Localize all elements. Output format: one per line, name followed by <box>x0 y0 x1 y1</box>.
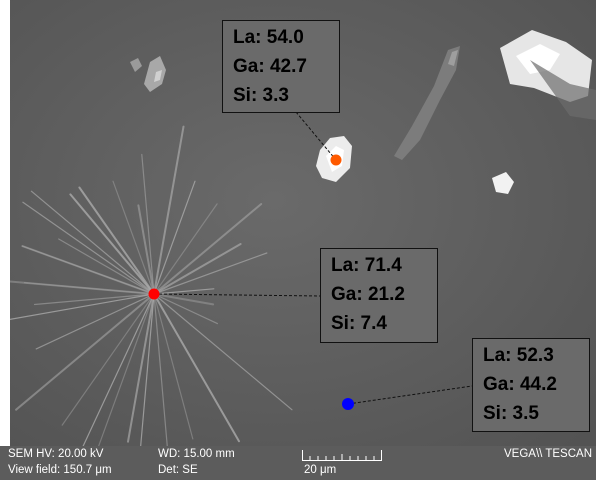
needle-crystal <box>153 243 242 295</box>
needle-crystal-cluster <box>10 125 293 446</box>
needle-crystal <box>35 293 155 350</box>
needle-crystal <box>61 293 155 426</box>
composition-line-la: La: 54.0 <box>233 27 304 48</box>
composition-line-si: Si: 3.5 <box>483 403 539 424</box>
leader-lines <box>153 111 473 405</box>
composition-line-si: Si: 3.3 <box>233 85 289 106</box>
working-distance-readout: WD: 15.00 mm <box>158 448 235 460</box>
needle-crystal <box>15 293 155 411</box>
needle-crystal <box>33 293 155 306</box>
composition-label-2: La: 71.4 Ga: 21.2 Si: 7.4 <box>320 248 438 343</box>
composition-line-ga: Ga: 42.7 <box>233 56 307 77</box>
composition-line-la: La: 71.4 <box>331 255 402 276</box>
sem-hv-readout: SEM HV: 20.00 kV <box>8 448 104 460</box>
analysis-point-marker-2 <box>148 288 160 300</box>
needle-crystal <box>10 293 155 320</box>
sem-info-bar: SEM HV: 20.00 kV View field: 150.7 μm WD… <box>0 446 596 480</box>
detector-readout: Det: SE <box>158 464 198 476</box>
instrument-brand: VEGA\\ TESCAN <box>504 448 592 460</box>
needle-crystal <box>153 252 268 295</box>
needle-crystal <box>153 293 218 325</box>
composition-line-la: La: 52.3 <box>483 345 554 366</box>
analysis-point-marker-3 <box>342 398 354 410</box>
needle-crystal <box>78 186 155 295</box>
needle-crystal <box>23 282 155 295</box>
composition-label-1: La: 54.0 Ga: 42.7 Si: 3.3 <box>222 20 340 113</box>
needle-crystal <box>98 293 155 446</box>
composition-line-ga: Ga: 44.2 <box>483 374 557 395</box>
needle-crystal <box>153 125 185 295</box>
scale-bar-label: 20 μm <box>304 464 337 476</box>
needle-crystal <box>21 245 155 295</box>
needle-crystal <box>112 180 155 295</box>
needle-crystal <box>141 153 155 295</box>
needle-crystal <box>137 204 155 295</box>
needle-crystal <box>153 180 196 295</box>
needle-crystal <box>153 293 293 411</box>
needle-crystal <box>153 293 215 306</box>
needle-crystal <box>153 293 168 446</box>
needle-crystal <box>69 193 155 295</box>
needle-crystal <box>153 203 263 295</box>
needle-crystal <box>82 293 155 446</box>
view-field-readout: View field: 150.7 μm <box>8 464 112 476</box>
needle-crystal <box>30 190 155 295</box>
composition-line-si: Si: 7.4 <box>331 313 387 334</box>
needle-crystal <box>153 203 218 295</box>
composition-line-ga: Ga: 21.2 <box>331 284 405 305</box>
composition-label-3: La: 52.3 Ga: 44.2 Si: 3.5 <box>472 338 590 432</box>
needle-crystal <box>153 293 240 443</box>
needle-crystal <box>58 238 155 295</box>
needle-crystal <box>140 293 155 446</box>
needle-crystal <box>153 293 194 440</box>
needle-crystal <box>153 288 215 295</box>
scale-bar <box>302 450 382 461</box>
analysis-point-marker-1 <box>330 154 342 166</box>
needle-crystal <box>22 201 155 295</box>
needle-crystal <box>10 280 155 295</box>
needle-crystal <box>127 293 155 443</box>
